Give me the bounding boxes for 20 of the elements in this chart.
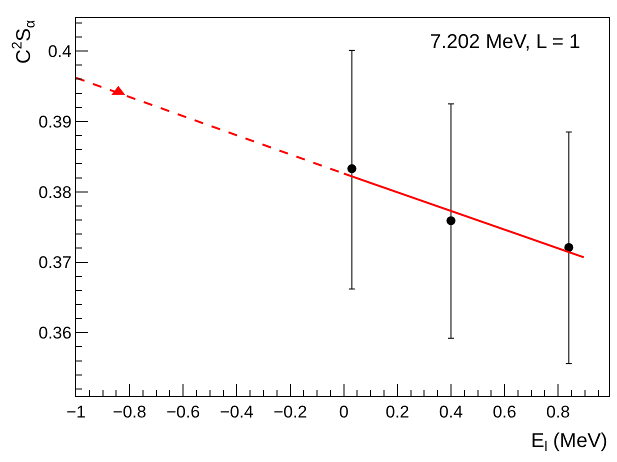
y-tick-label: 0.39	[38, 112, 72, 132]
y-tick-label: 0.36	[38, 324, 72, 343]
x-axis-title: E$_{l}$ (MeV)	[531, 430, 608, 454]
annotation: 7.202 MeV, L = 1	[430, 31, 580, 53]
x-tick-label: 0.6	[492, 402, 516, 422]
x-tick-label: 0.8	[546, 402, 570, 422]
y-tick-label: 0.37	[38, 253, 72, 272]
x-tick-label: −0.4	[220, 402, 254, 422]
point	[564, 242, 574, 252]
x-tick-label: 0.4	[439, 402, 463, 422]
x-tick-label: 0	[339, 402, 349, 422]
x-tick-label: 0.2	[386, 402, 410, 422]
y-tick-label: 0.4	[48, 42, 72, 62]
y-tick-label: 0.38	[38, 182, 72, 202]
x-tick-label: −0.8	[112, 402, 146, 422]
point	[446, 216, 456, 226]
x-tick-label: −1	[66, 402, 86, 422]
x-tick-label: −0.6	[166, 402, 200, 422]
x-tick-label: −0.2	[273, 402, 308, 422]
point	[347, 164, 356, 174]
